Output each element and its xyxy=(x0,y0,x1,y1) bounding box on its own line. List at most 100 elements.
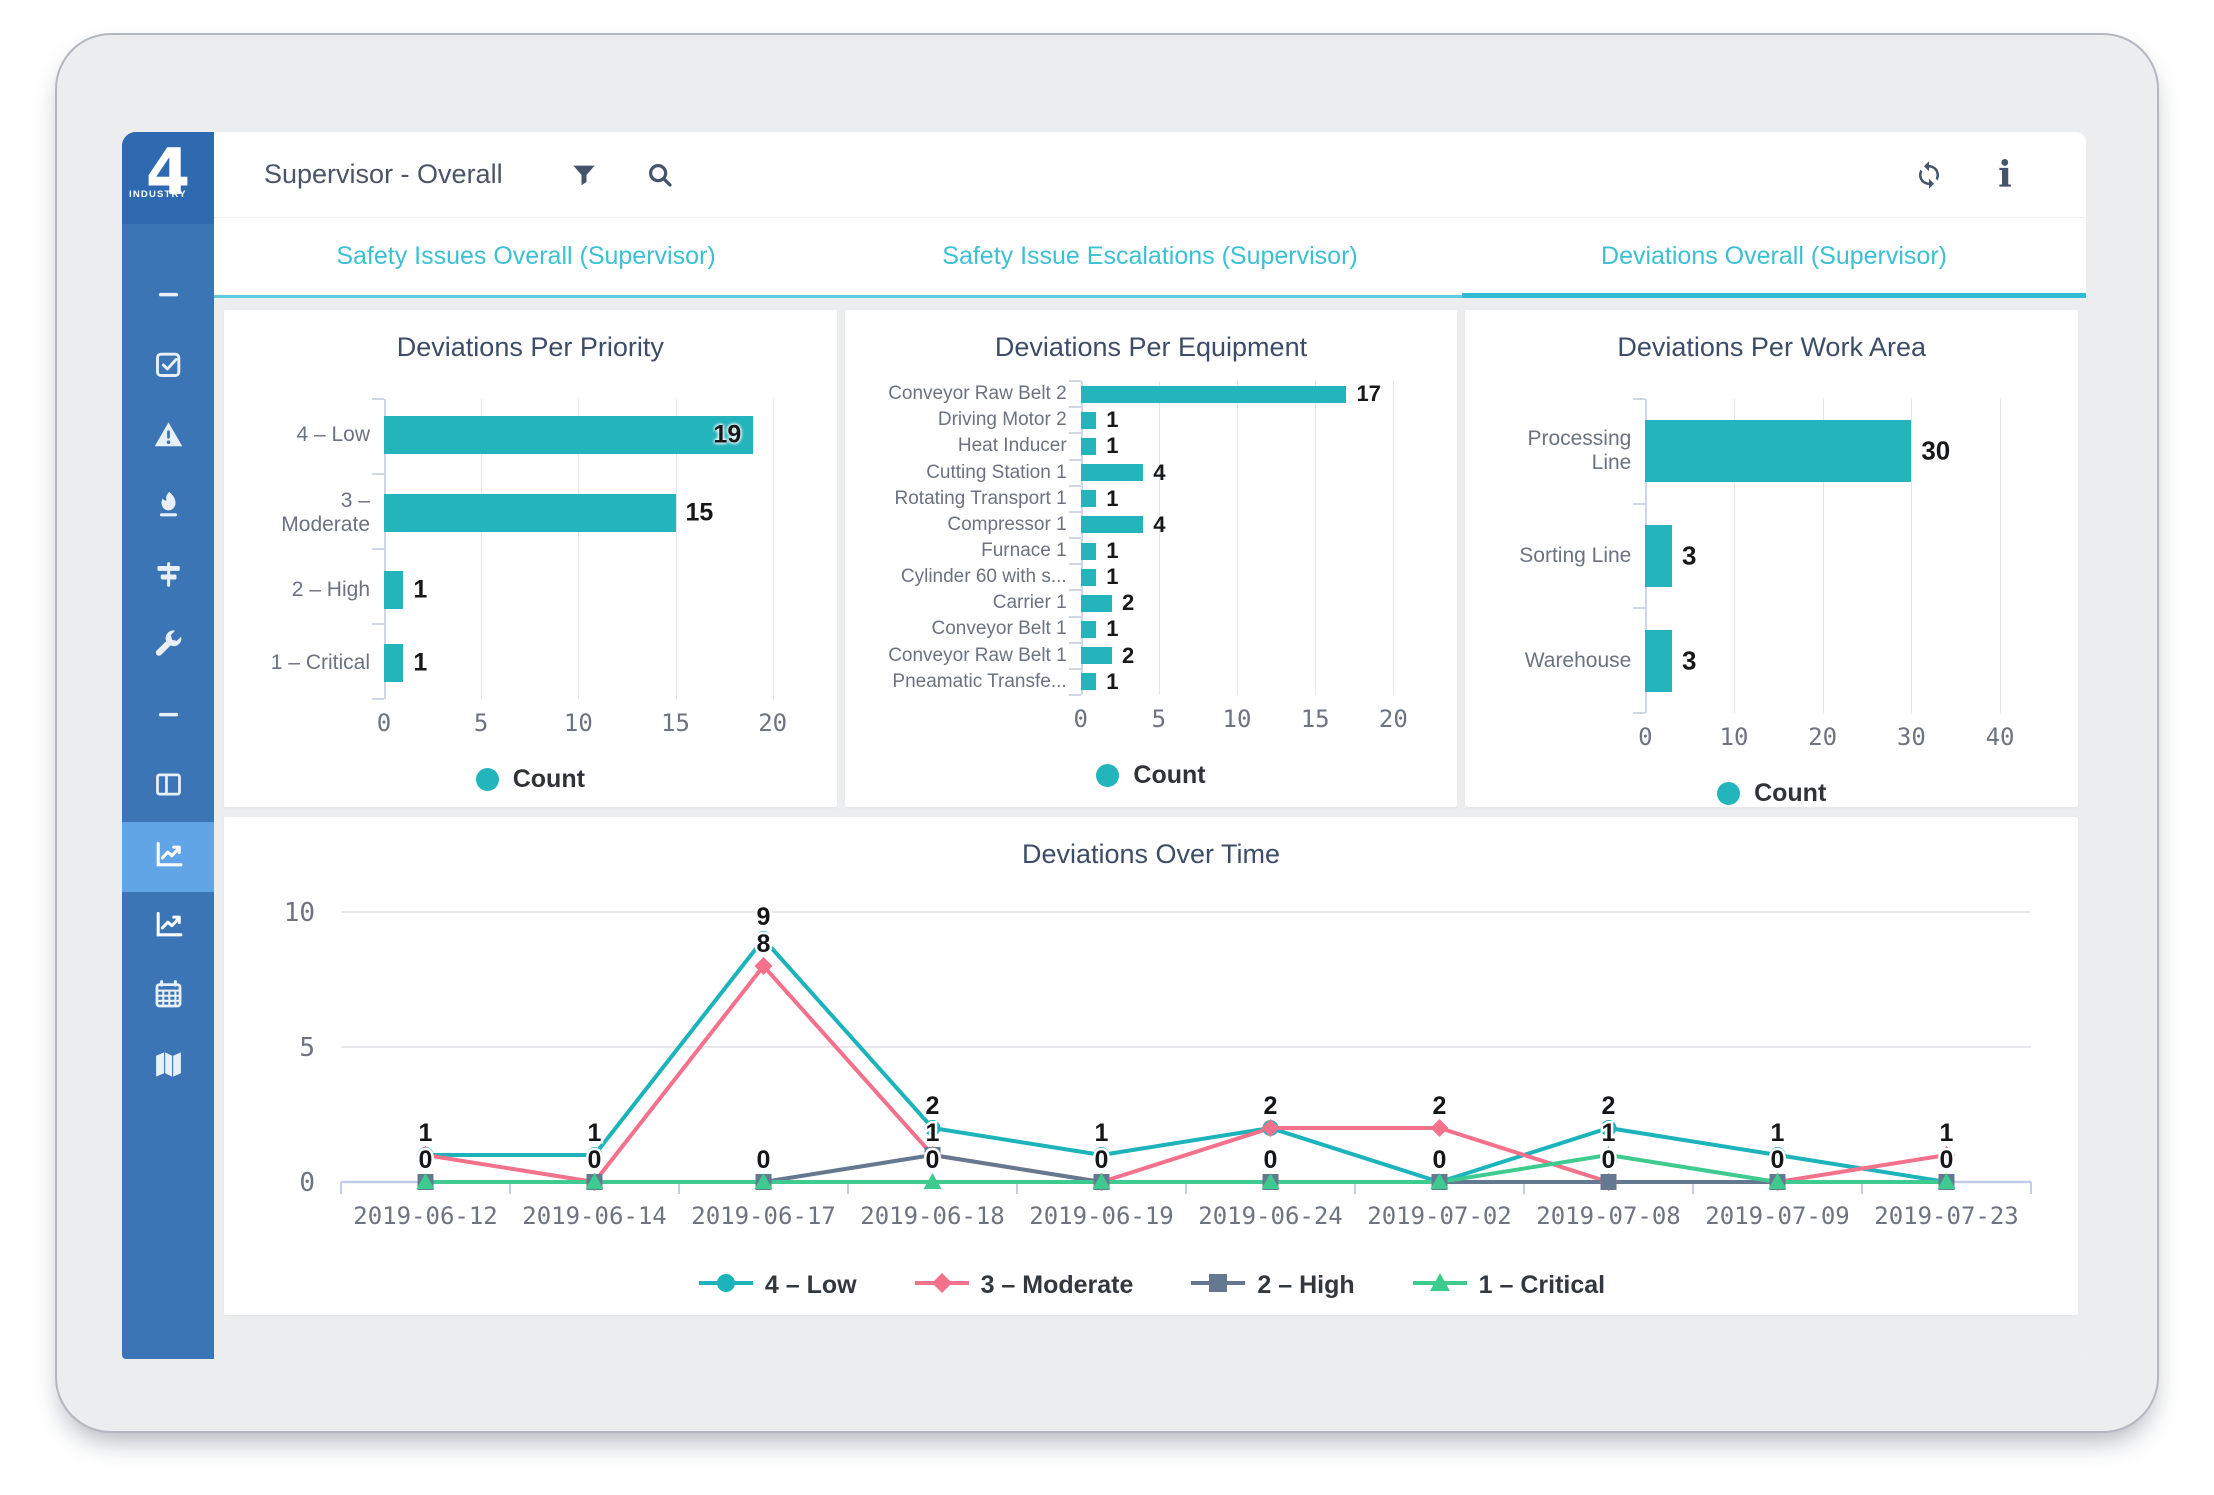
x-tick-label: 2019-06-24 xyxy=(1198,1202,1343,1230)
data-point[interactable] xyxy=(416,1146,435,1164)
point-value-label: 0 xyxy=(757,1146,771,1174)
bar-row: Compressor 1 4 xyxy=(873,512,1424,537)
bar[interactable] xyxy=(1080,385,1347,403)
bar-track: 1 xyxy=(1080,669,1394,694)
bar[interactable] xyxy=(1080,542,1097,560)
data-point[interactable] xyxy=(1937,1146,1956,1164)
legend-item[interactable]: 4 – Low xyxy=(697,1270,857,1301)
x-tick-label: 30 xyxy=(1896,723,1926,751)
columns-icon xyxy=(152,768,185,806)
bar[interactable] xyxy=(1080,490,1097,508)
x-tick-label: 0 xyxy=(1638,723,1653,751)
sidebar-item-2[interactable] xyxy=(122,402,214,472)
bar-row: Rotating Transport 1 1 xyxy=(873,486,1424,511)
sidebar-item-7[interactable] xyxy=(122,752,214,822)
bar[interactable] xyxy=(384,643,404,682)
bar[interactable] xyxy=(1080,411,1097,429)
sidebar-item-3[interactable] xyxy=(122,472,214,542)
bar[interactable] xyxy=(384,571,404,610)
tab-0[interactable]: Safety Issues Overall (Supervisor) xyxy=(214,218,838,295)
bar-category-label: 3 – Moderate xyxy=(281,488,370,536)
bar[interactable] xyxy=(1080,620,1097,638)
filter-icon[interactable] xyxy=(567,158,601,192)
x-tick-label: 2019-06-12 xyxy=(353,1202,498,1230)
data-point[interactable] xyxy=(1261,1119,1280,1137)
bar[interactable] xyxy=(1080,673,1097,691)
data-point[interactable] xyxy=(1092,1173,1111,1189)
refresh-icon[interactable] xyxy=(1912,158,1946,192)
data-point[interactable] xyxy=(585,1173,604,1189)
tab-1[interactable]: Safety Issue Escalations (Supervisor) xyxy=(838,218,1462,295)
sidebar-item-0[interactable] xyxy=(122,262,214,332)
data-point[interactable] xyxy=(924,1120,941,1136)
legend-item[interactable]: 2 – High xyxy=(1189,1270,1355,1301)
tab-label: Deviations Overall (Supervisor) xyxy=(1601,242,1947,270)
sidebar-item-6[interactable] xyxy=(122,682,214,752)
data-point[interactable] xyxy=(1768,1173,1787,1189)
data-point[interactable] xyxy=(1599,1146,1618,1162)
bar[interactable] xyxy=(1645,420,1912,483)
bar-row: Pneamatic Transfe... 1 xyxy=(873,669,1424,694)
sidebar-item-5[interactable] xyxy=(122,612,214,682)
data-point[interactable] xyxy=(1769,1147,1786,1163)
bar-value-label: 1 xyxy=(1106,485,1119,511)
bar[interactable] xyxy=(1080,437,1097,455)
chart-legend: Count xyxy=(224,765,837,794)
y-axis-tick xyxy=(372,698,384,700)
data-point[interactable] xyxy=(416,1173,435,1189)
data-point[interactable] xyxy=(1600,1120,1617,1136)
legend-marker-circle xyxy=(697,1270,755,1301)
data-point[interactable] xyxy=(754,957,773,975)
sidebar-item-8[interactable] xyxy=(122,822,214,892)
bar-category-label: Furnace 1 xyxy=(981,540,1067,562)
bar-x-axis: 0 10 20 30 40 xyxy=(1638,723,2014,757)
sidebar-item-11[interactable] xyxy=(122,1032,214,1102)
point-value-label: 1 xyxy=(1095,1119,1109,1147)
bar[interactable] xyxy=(1080,594,1112,612)
data-point[interactable] xyxy=(755,931,772,947)
search-icon[interactable] xyxy=(643,158,677,192)
bar[interactable] xyxy=(1080,568,1097,586)
x-tick-label: 2019-06-18 xyxy=(860,1202,1005,1230)
point-value-label: 0 xyxy=(1433,1146,1447,1174)
data-point[interactable] xyxy=(1600,1174,1617,1190)
bar[interactable] xyxy=(1080,516,1144,534)
info-icon[interactable]: i xyxy=(1998,153,2012,196)
tab-2[interactable]: Deviations Overall (Supervisor) xyxy=(1462,218,2086,300)
bar-value-label: 19 xyxy=(713,420,742,449)
legend-item[interactable]: 1 – Critical xyxy=(1411,1270,1605,1301)
data-point[interactable] xyxy=(1261,1173,1280,1189)
legend-marker-diamond xyxy=(913,1270,971,1301)
x-tick-label: 15 xyxy=(661,709,690,737)
data-point[interactable] xyxy=(1430,1173,1449,1189)
chart-line-icon xyxy=(152,838,185,876)
app-logo[interactable]: 4 INDUSTRY xyxy=(122,132,214,224)
data-point[interactable] xyxy=(924,1147,941,1163)
sidebar-item-10[interactable] xyxy=(122,962,214,1032)
chart-line-icon xyxy=(152,908,185,946)
data-point[interactable] xyxy=(1430,1119,1449,1137)
bar[interactable] xyxy=(384,493,676,532)
sidebar-item-1[interactable] xyxy=(122,332,214,402)
y-axis-tick xyxy=(1068,510,1081,513)
y-axis-tick xyxy=(1068,641,1081,644)
bar[interactable] xyxy=(1080,464,1144,482)
legend-item[interactable]: 3 – Moderate xyxy=(913,1270,1133,1301)
bar-track: 1 xyxy=(1080,486,1394,511)
data-point[interactable] xyxy=(923,1173,942,1189)
sidebar-item-9[interactable] xyxy=(122,892,214,962)
bar-value-label: 1 xyxy=(1106,433,1119,459)
y-axis-tick xyxy=(1633,607,1646,610)
series-line xyxy=(425,937,1947,1184)
bar[interactable] xyxy=(384,416,754,455)
bar[interactable] xyxy=(1080,647,1112,665)
bar-track: 2 xyxy=(1080,643,1394,668)
data-point[interactable] xyxy=(586,1147,603,1163)
bar[interactable] xyxy=(1645,629,1672,692)
bar[interactable] xyxy=(1645,524,1672,587)
bar-row: Driving Motor 2 1 xyxy=(873,407,1424,432)
sidebar-item-4[interactable] xyxy=(122,542,214,612)
data-point[interactable] xyxy=(754,1173,773,1189)
data-point[interactable] xyxy=(1937,1173,1956,1189)
data-point[interactable] xyxy=(1093,1147,1110,1163)
